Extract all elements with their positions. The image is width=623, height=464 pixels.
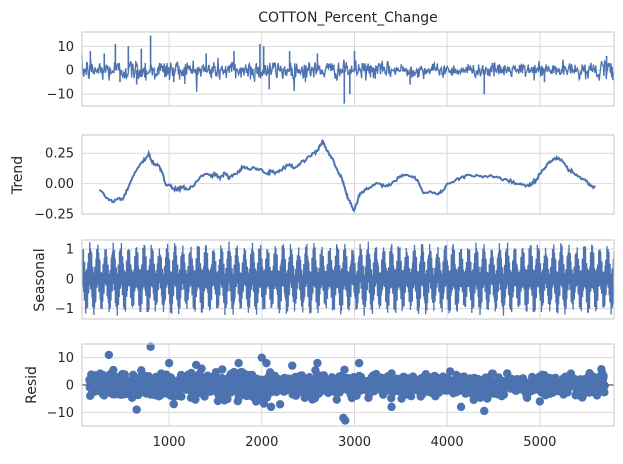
resid-point: [288, 361, 297, 370]
observed-y-ticks: −10 0 10: [47, 40, 74, 103]
resid-point: [600, 381, 609, 390]
resid-point: [177, 392, 186, 401]
resid-point: [522, 393, 532, 402]
resid-ylabel: Resid: [24, 366, 40, 404]
resid-point: [469, 395, 478, 405]
panel-resid: −10 0 10 1000 2000 3000 4000 5000 Resid: [24, 342, 615, 450]
resid-outlier-point: [169, 399, 178, 409]
resid-point: [499, 390, 509, 399]
resid-outlier-point: [234, 358, 243, 368]
trend-y-ticks: −0.25 0.00 0.25: [34, 147, 74, 223]
x-tick-label: 3000: [338, 435, 371, 450]
y-tick-label: 0: [66, 272, 74, 287]
resid-outlier-point: [456, 402, 466, 412]
resid-point: [218, 365, 227, 374]
observed-frame: [81, 31, 615, 107]
y-tick-label: 0: [66, 64, 74, 79]
resid-outlier-point: [197, 364, 206, 373]
y-tick-label: 1: [66, 242, 74, 257]
resid-outlier-point: [132, 405, 141, 414]
resid-outlier-point: [480, 406, 489, 416]
y-tick-label: −10: [47, 88, 74, 103]
y-tick-label: −10: [47, 406, 74, 421]
y-tick-label: 0.25: [45, 147, 74, 162]
resid-outlier-point: [266, 402, 276, 412]
trend-grid: [82, 135, 614, 215]
seasonal-y-ticks: −1 0 1: [55, 242, 74, 317]
resid-point: [223, 394, 232, 404]
panel-seasonal: −1 0 1 Seasonal: [32, 239, 615, 320]
x-tick-label: 5000: [523, 435, 556, 450]
x-tick-label: 4000: [431, 435, 464, 450]
resid-point: [332, 395, 341, 404]
resid-point: [406, 392, 416, 401]
resid-point: [445, 367, 455, 376]
resid-outlier-point: [257, 353, 266, 362]
seasonal-frame: [81, 239, 615, 320]
y-tick-label: 0.00: [45, 177, 74, 192]
resid-point: [483, 394, 492, 403]
seasonal-series-line: [81, 241, 615, 316]
y-tick-label: −0.25: [34, 208, 74, 223]
observed-series-line: [81, 54, 615, 92]
chart-title: COTTON_Percent_Change: [258, 10, 437, 26]
resid-outlier-point: [262, 358, 271, 368]
resid-point: [275, 400, 285, 409]
resid-y-ticks: −10 0 10: [47, 351, 74, 421]
resid-outlier-point: [341, 416, 350, 425]
resid-point: [340, 365, 349, 374]
trend-series-line: [98, 138, 597, 213]
panel-trend: −0.25 0.00 0.25 Trend: [10, 134, 615, 223]
trend-ylabel: Trend: [10, 156, 26, 195]
trend-frame: [81, 134, 615, 215]
y-tick-label: 10: [57, 351, 74, 366]
y-tick-label: 0: [66, 379, 74, 394]
resid-point: [600, 388, 609, 397]
panel-observed: −10 0 10: [47, 31, 615, 107]
resid-point: [397, 394, 406, 403]
resid-point: [109, 365, 118, 375]
y-tick-label: −1: [55, 302, 74, 317]
resid-outlier-point: [104, 350, 114, 360]
x-tick-label: 1000: [153, 435, 186, 450]
resid-points: [85, 342, 609, 425]
resid-x-ticks: 1000 2000 3000 4000 5000: [153, 435, 557, 450]
resid-outlier-point: [387, 402, 396, 412]
resid-outlier-point: [164, 358, 174, 368]
resid-outlier-point: [313, 358, 322, 368]
resid-outlier-point: [354, 358, 364, 368]
resid-outlier-point: [535, 397, 545, 406]
resid-point: [191, 395, 200, 404]
resid-frame: [81, 343, 615, 427]
resid-outlier-point: [146, 342, 155, 351]
seasonal-ylabel: Seasonal: [32, 248, 48, 311]
y-tick-label: 10: [57, 40, 74, 55]
resid-point: [387, 393, 396, 403]
resid-point: [387, 369, 396, 378]
x-tick-label: 2000: [245, 435, 278, 450]
resid-point: [599, 371, 608, 381]
